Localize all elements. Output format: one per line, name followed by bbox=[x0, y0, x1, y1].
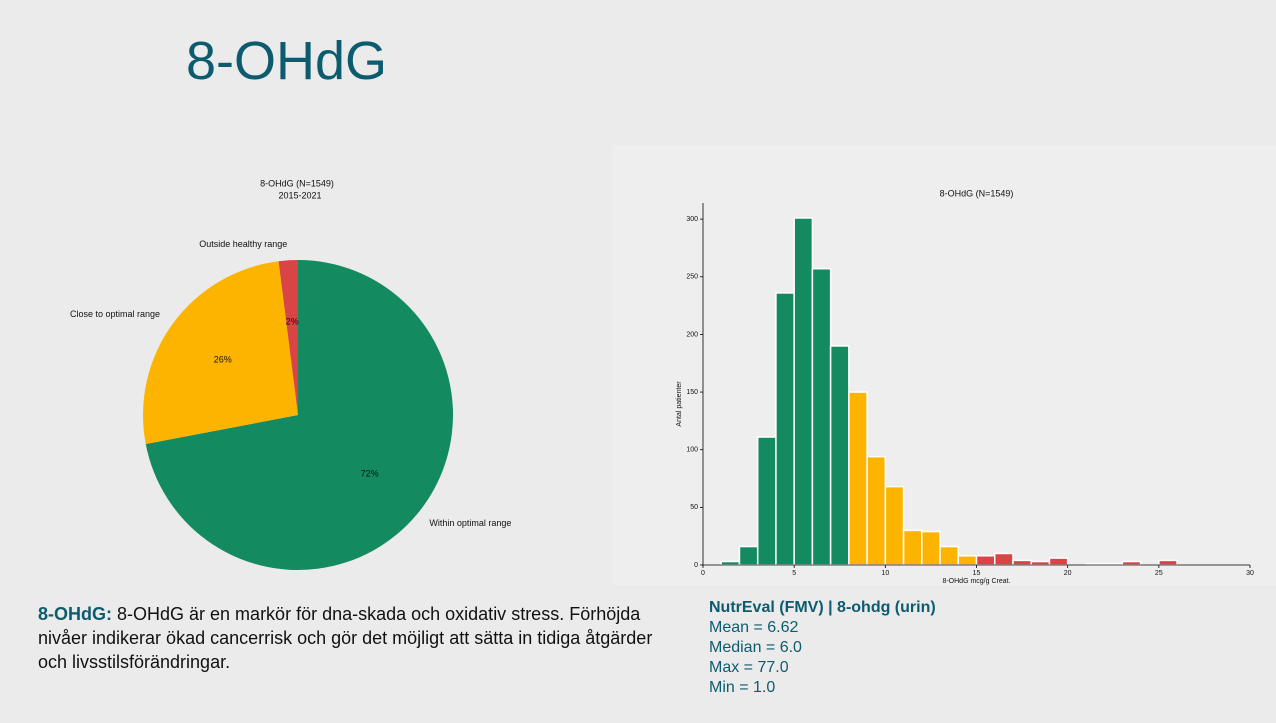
bar bbox=[720, 560, 741, 566]
bar bbox=[1048, 557, 1069, 566]
y-tick-label: 250 bbox=[686, 274, 698, 281]
y-tick-label: 100 bbox=[686, 447, 698, 454]
slice-label: Outside healthy range bbox=[199, 239, 287, 249]
y-tick-label: 150 bbox=[686, 389, 698, 396]
x-tick-label: 25 bbox=[1155, 570, 1163, 577]
bar bbox=[1030, 560, 1051, 566]
bar bbox=[902, 529, 923, 566]
bar bbox=[738, 545, 759, 566]
x-tick-label: 30 bbox=[1246, 570, 1254, 577]
stat-line: Median = 6.0 bbox=[709, 639, 802, 656]
slice-label: Close to optimal range bbox=[70, 309, 160, 319]
pie-slice bbox=[143, 261, 298, 445]
description-text: 8-OHdG är en markör för dna-skada och ox… bbox=[38, 604, 653, 672]
bar bbox=[1012, 559, 1032, 566]
description-term: 8-OHdG: bbox=[38, 604, 112, 624]
pie-slice bbox=[145, 260, 454, 570]
bar bbox=[848, 391, 868, 566]
bar bbox=[884, 485, 905, 566]
stat-line: Max = 77.0 bbox=[709, 659, 789, 676]
y-tick-label: 300 bbox=[686, 216, 698, 223]
pie-slice bbox=[278, 260, 298, 415]
bar bbox=[939, 545, 960, 566]
bar bbox=[957, 555, 978, 566]
slice-pct: 2% bbox=[286, 317, 299, 327]
y-tick-label: 200 bbox=[686, 331, 698, 338]
stat-line: Mean = 6.62 bbox=[709, 619, 799, 636]
bar bbox=[811, 267, 832, 566]
chart-title: 8-OHdG (N=1549) bbox=[940, 188, 1014, 198]
stats: NutrEval (FMV) | 8-ohdg (urin) Mean = 6.… bbox=[709, 598, 936, 698]
bar bbox=[1121, 560, 1142, 566]
slice-label: Within optimal range bbox=[429, 518, 511, 528]
page-title: 8-OHdG bbox=[186, 31, 388, 91]
y-tick-label: 0 bbox=[694, 562, 698, 569]
chart-subtitle: 2015-2021 bbox=[278, 190, 321, 200]
chart-title: 8-OHdG (N=1549) bbox=[260, 178, 334, 188]
panel bbox=[612, 145, 1276, 585]
x-tick-label: 15 bbox=[973, 570, 981, 577]
x-tick-label: 5 bbox=[792, 570, 796, 577]
y-axis-label: Antal patienter bbox=[676, 381, 683, 427]
stats-heading: NutrEval (FMV) | 8-ohdg (urin) bbox=[709, 599, 936, 616]
bar bbox=[866, 455, 887, 566]
description: 8-OHdG: 8-OHdG är en markör för dna-skad… bbox=[38, 602, 668, 674]
x-tick-label: 20 bbox=[1064, 570, 1072, 577]
bar bbox=[756, 436, 777, 566]
y-tick-label: 50 bbox=[690, 504, 698, 511]
x-tick-label: 10 bbox=[881, 570, 889, 577]
bar bbox=[975, 555, 996, 566]
slice-pct: 72% bbox=[361, 469, 379, 479]
bar bbox=[793, 217, 814, 566]
slice-pct: 26% bbox=[214, 355, 232, 365]
bar bbox=[993, 552, 1014, 566]
x-axis-label: 8-OHdG mcg/g Creat. bbox=[942, 578, 1010, 585]
bar bbox=[829, 345, 850, 566]
bar bbox=[921, 530, 941, 566]
charts: 8-OHdG (N=1549) 2015-2021 Within optimal r… bbox=[70, 178, 1254, 585]
x-tick-label: 0 bbox=[701, 570, 705, 577]
bar bbox=[1158, 559, 1178, 566]
bar bbox=[775, 292, 795, 566]
stat-line: Min = 1.0 bbox=[709, 679, 776, 696]
